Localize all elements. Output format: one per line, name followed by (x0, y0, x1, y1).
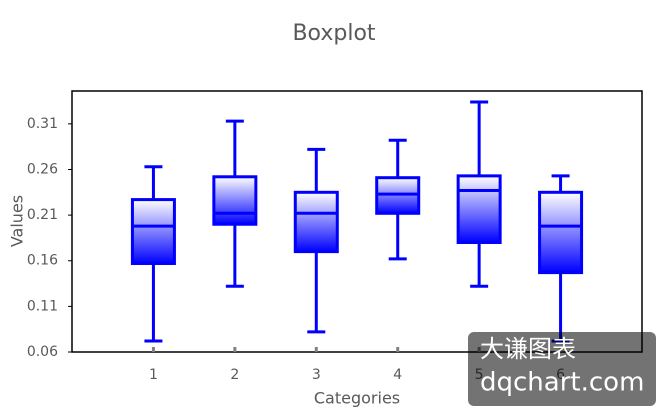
y-tick-label: 0.21 (27, 207, 58, 223)
chart-title: Boxplot (292, 21, 375, 46)
y-tick-label: 0.16 (27, 253, 58, 269)
x-tick-label: 4 (393, 367, 402, 383)
watermark-text: dqchart.com (480, 368, 644, 398)
y-axis-label: Values (8, 195, 27, 247)
y-tick-label: 0.11 (27, 298, 58, 314)
x-tick-label: 3 (312, 367, 321, 383)
y-tick-label: 0.31 (27, 116, 58, 132)
watermark: 大谦图表 dqchart.com (468, 332, 656, 406)
x-tick-label: 1 (149, 367, 158, 383)
marks: 0.060.110.160.210.260.31123456 (27, 100, 584, 383)
box (538, 190, 584, 275)
box (130, 198, 176, 265)
y-tick-label: 0.26 (27, 161, 58, 177)
y-tick-label: 0.06 (27, 344, 58, 360)
box (293, 190, 339, 254)
plot-area (71, 90, 643, 353)
x-tick-label: 2 (230, 367, 239, 383)
box (212, 175, 258, 226)
watermark-text: 大谦图表 (480, 335, 576, 363)
watermark-bg (468, 332, 656, 406)
box (456, 174, 502, 244)
x-axis-label: Categories (314, 389, 400, 408)
